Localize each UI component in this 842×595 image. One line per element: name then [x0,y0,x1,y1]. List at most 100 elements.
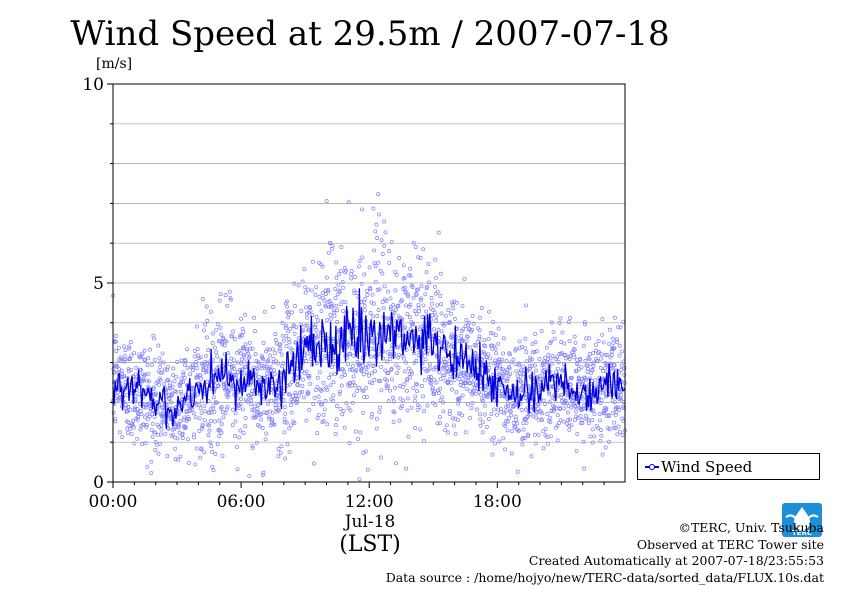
scatter-point [322,407,327,412]
scatter-point [549,339,554,344]
scatter-point [539,328,544,333]
scatter-point [534,415,539,420]
scatter-point [308,308,313,313]
scatter-point [181,372,186,377]
scatter-point [313,292,318,297]
scatter-point [440,395,445,400]
scatter-point [370,292,375,297]
scatter-point [448,376,453,381]
scatter-point [411,385,416,390]
scatter-point [354,326,359,330]
scatter-point [407,304,412,309]
scatter-point [457,396,462,401]
scatter-point [459,334,464,338]
scatter-point [134,365,138,370]
scatter-point [317,370,322,375]
scatter-point [284,344,289,349]
scatter-point [610,410,615,415]
scatter-point [556,360,561,365]
scatter-point [402,326,407,331]
scatter-point [382,243,387,248]
scatter-point [232,367,237,372]
scatter-point [495,412,499,417]
scatter-point [351,380,356,385]
scatter-point [192,435,197,440]
scatter-point [114,349,119,353]
scatter-point [515,374,520,379]
scatter-point [300,389,305,394]
scatter-point [209,444,214,449]
scatter-point [213,452,218,456]
scatter-point [320,402,325,407]
scatter-point [510,401,515,406]
scatter-point [209,419,214,423]
scatter-point [280,320,285,325]
scatter-point [167,397,172,402]
scatter-point [527,366,532,371]
scatter-point [350,363,355,368]
credits-block: ©TERC, Univ. Tsukuba Observed at TERC To… [386,520,824,586]
scatter-point [292,421,297,426]
scatter-point [373,229,378,234]
scatter-point [465,402,470,407]
scatter-point [284,299,289,304]
scatter-point [138,427,143,432]
scatter-point [614,405,619,410]
scatter-point [440,373,445,378]
scatter-point [388,306,393,311]
scatter-point [610,353,614,358]
scatter-point [144,423,149,427]
scatter-point [618,325,623,330]
scatter-point [428,362,432,367]
scatter-point [111,370,116,375]
scatter-point [142,357,147,362]
scatter-point [173,457,178,462]
scatter-point [353,383,358,388]
scatter-point [334,404,339,408]
scatter-point [185,347,189,352]
scatter-point [132,407,137,412]
y-tick-label: 5 [93,274,104,294]
scatter-point [498,409,503,414]
scatter-point [420,315,425,319]
scatter-point [379,455,383,460]
scatter-point [599,398,604,403]
scatter-point [194,324,199,329]
scatter-point [121,344,126,349]
scatter-point [205,379,210,384]
scatter-point [592,400,597,405]
scatter-point [327,299,332,304]
scatter-point [434,314,439,319]
scatter-point [591,360,596,365]
scatter-point [430,386,435,391]
scatter-point [404,360,408,365]
scatter-point [289,410,294,415]
scatter-point [384,386,389,391]
scatter-point [584,377,588,382]
scatter-point [468,374,473,378]
scatter-point [370,412,375,416]
scatter-point [576,367,581,371]
scatter-point [471,321,476,326]
scatter-point [145,378,150,383]
scatter-point [214,350,219,355]
x-tick-label: 06:00 [217,492,266,512]
scatter-point [222,343,227,348]
scatter-point [254,440,259,445]
scatter-point [317,294,322,299]
scatter-point [148,347,152,352]
scatter-point [192,354,197,359]
scatter-point [324,292,329,296]
scatter-point [288,403,293,408]
scatter-point [135,417,140,422]
scatter-point [375,314,380,318]
scatter-point [371,364,376,369]
scatter-point [490,331,495,336]
scatter-point [321,418,326,423]
scatter-point [478,417,483,422]
scatter-point [447,408,452,413]
scatter-point [404,388,409,393]
scatter-point [243,415,248,420]
scatter-point [391,303,396,308]
scatter-point [307,407,312,412]
